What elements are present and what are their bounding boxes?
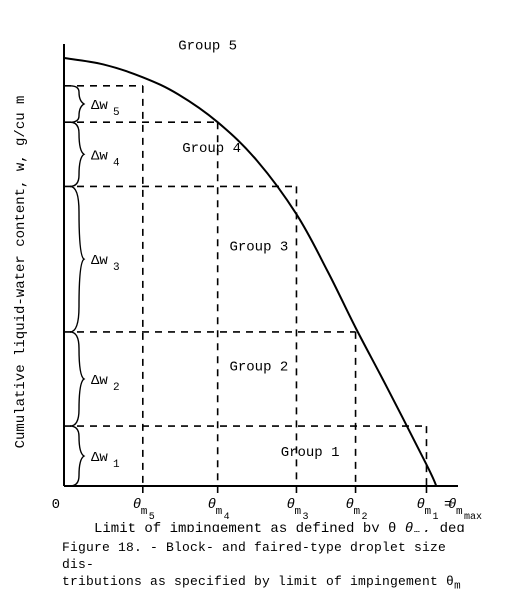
y-axis-label: Cumulative liquid-water content, w, g/cu… [13,96,29,449]
xtick-label: θm2 [346,497,368,523]
caption-line1: Figure 18. - Block- and faired-type drop… [62,540,446,572]
xtick-label: θm1 [416,497,438,523]
delta-w-label: Δw 2 [91,373,120,394]
delta-w-brace [70,86,84,122]
svg-text:5: 5 [113,107,120,119]
svg-text:Δw: Δw [91,450,108,466]
svg-text:4: 4 [113,157,120,169]
delta-w-label: Δw 5 [91,98,120,119]
svg-text:1: 1 [113,459,120,471]
svg-text:Cumulative liquid-water conten: Cumulative liquid-water content, w, g/cu… [13,96,29,449]
xtick-label: θm4 [208,497,230,523]
delta-w-label: Δw 1 [91,450,120,471]
group-label: Group 4 [182,141,241,157]
delta-w-brace [70,186,84,332]
svg-text:Δw: Δw [91,98,108,114]
group-label: Group 2 [229,359,288,375]
group-label: Group 5 [178,38,237,54]
xtick-label: θm5 [133,497,155,523]
svg-text:max: max [464,512,482,523]
svg-text:m: m [456,506,463,518]
caption-line2: tributions as specified by limit of impi… [62,574,454,589]
group-label: Group 1 [281,445,340,461]
svg-text:Δw: Δw [91,253,108,269]
svg-text:m: m [354,506,361,518]
svg-text:m: m [216,506,223,518]
figure-caption: Figure 18. - Block- and faired-type drop… [0,532,512,592]
origin-label: 0 [52,497,60,513]
svg-text:m: m [294,506,301,518]
delta-w-label: Δw 4 [91,148,120,169]
x-axis-label: Limit of impingement as defined by θ θm, … [94,521,465,532]
svg-text:3: 3 [113,262,120,274]
distribution-chart: Group 1 Δw 1 Group 2 Δw 2 Group 3 Δw 3 Group 4 Δw 4… [0,0,512,532]
svg-text:Limit of impingement as define: Limit of impingement as defined by θ [94,521,396,532]
delta-w-brace [70,122,84,186]
caption-line2-sub: m [454,580,461,592]
delta-w-brace [70,426,84,486]
svg-text:, deg: , deg [423,521,465,532]
equals-label: = [444,497,452,513]
xtick-label: θm3 [286,497,308,523]
svg-text:θ: θ [405,521,413,532]
delta-w-brace [70,332,84,426]
group-label: Group 3 [229,240,288,256]
svg-text:2: 2 [113,382,120,394]
xtick-label: θmmax [448,497,482,523]
svg-text:Δw: Δw [91,148,108,164]
svg-text:m: m [424,506,431,518]
svg-text:Δw: Δw [91,373,108,389]
svg-text:m: m [141,506,148,518]
delta-w-label: Δw 3 [91,253,120,274]
svg-text:m: m [414,529,421,532]
